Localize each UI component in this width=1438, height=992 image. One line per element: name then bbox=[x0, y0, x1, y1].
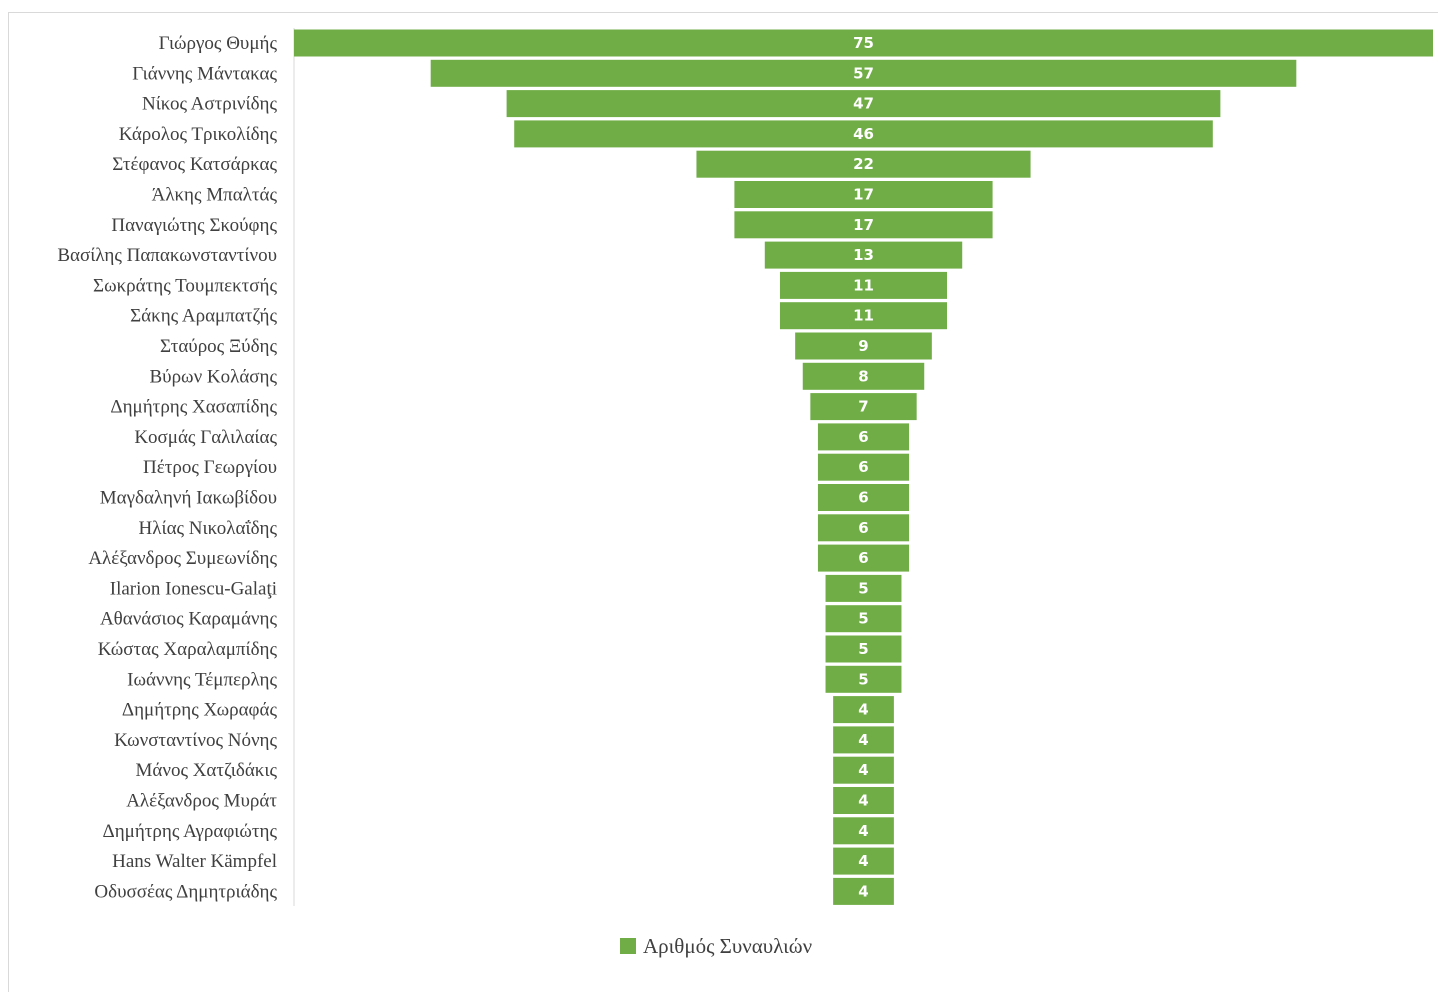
bar bbox=[506, 90, 1221, 118]
bar-value-label: 4 bbox=[858, 852, 868, 870]
legend-label: Αριθμός Συναυλιών bbox=[643, 934, 812, 958]
bar-value-label: 4 bbox=[858, 792, 868, 810]
category-label: Κοσμάς Γαλιλαίας bbox=[134, 427, 277, 448]
category-label: Γιάννης Μάντακας bbox=[132, 63, 277, 84]
category-label: Ilarion Ionescu-Galaţi bbox=[110, 578, 277, 599]
bar bbox=[430, 59, 1297, 87]
bar-value-label: 6 bbox=[858, 458, 868, 476]
category-label: Μαγδαληνή Ιακωβίδου bbox=[100, 488, 277, 509]
bar-value-label: 6 bbox=[858, 489, 868, 507]
bar-value-label: 6 bbox=[858, 428, 868, 446]
category-label: Δημήτρης Χωραφάς bbox=[122, 700, 278, 721]
category-label: Hans Walter Kämpfel bbox=[112, 851, 277, 872]
legend-swatch bbox=[620, 938, 636, 954]
bar bbox=[514, 120, 1213, 148]
bar-value-label: 46 bbox=[853, 125, 874, 143]
category-label: Κάρολος Τρικολίδης bbox=[119, 124, 278, 145]
category-label: Βύρων Κολάσης bbox=[150, 366, 278, 387]
bar bbox=[817, 514, 910, 542]
bar-value-label: 75 bbox=[853, 34, 874, 52]
chart-frame bbox=[8, 12, 1438, 992]
bar-value-label: 5 bbox=[858, 670, 868, 688]
bar bbox=[833, 877, 894, 905]
bar bbox=[779, 302, 948, 330]
bar bbox=[764, 241, 963, 269]
category-label: Ιωάννης Τέμπερλης bbox=[127, 669, 277, 690]
category-label: Άλκης Μπαλτάς bbox=[152, 185, 278, 206]
bar bbox=[833, 696, 894, 724]
category-label: Αλέξανδρος Μυράτ bbox=[126, 791, 277, 812]
bar-value-label: 4 bbox=[858, 701, 868, 719]
bar bbox=[825, 635, 902, 663]
category-label: Αθανάσιος Καραμάνης bbox=[100, 609, 278, 630]
bar bbox=[817, 544, 910, 572]
category-label: Παναγιώτης Σκούφης bbox=[111, 215, 277, 236]
bar bbox=[734, 181, 993, 208]
bar-value-label: 4 bbox=[858, 822, 868, 840]
bar bbox=[833, 756, 894, 784]
category-labels-group: Γιώργος Θυμής Γιάννης Μάντακας Νίκος Αστρι… bbox=[57, 33, 277, 902]
category-label: Σωκράτης Τουμπεκτσής bbox=[93, 275, 277, 296]
bar-value-label: 17 bbox=[853, 186, 874, 204]
category-label: Ηλίας Νικολαΐδης bbox=[139, 518, 278, 539]
bar bbox=[825, 605, 902, 633]
bar-value-label: 13 bbox=[853, 246, 874, 264]
category-label: Μάνος Χατζιδάκις bbox=[136, 760, 278, 781]
category-label: Σταύρος Ξύδης bbox=[160, 336, 277, 357]
category-label: Κώστας Χαραλαμπίδης bbox=[98, 639, 278, 660]
bar bbox=[833, 817, 894, 845]
bar bbox=[825, 574, 902, 602]
bar bbox=[810, 393, 917, 421]
category-label: Γιώργος Θυμής bbox=[159, 33, 278, 54]
bar-value-label: 47 bbox=[853, 95, 874, 113]
bar bbox=[833, 787, 894, 814]
bar bbox=[294, 29, 1433, 57]
bar bbox=[817, 423, 910, 451]
bar-value-label: 57 bbox=[853, 64, 874, 82]
category-label: Οδυσσέας Δημητριάδης bbox=[94, 881, 277, 902]
bar-value-label: 8 bbox=[858, 367, 868, 385]
category-label: Δημήτρης Αγραφιώτης bbox=[103, 821, 278, 842]
bar-value-label: 6 bbox=[858, 549, 868, 567]
legend: Αριθμός Συναυλιών bbox=[620, 934, 812, 958]
category-label: Βασίλης Παπακωνσταντίνου bbox=[57, 245, 277, 266]
bar bbox=[795, 332, 932, 360]
bar bbox=[734, 211, 993, 239]
bar-value-label: 11 bbox=[853, 276, 874, 294]
category-label: Αλέξανδρος Συμεωνίδης bbox=[88, 548, 277, 569]
bar-value-label: 7 bbox=[858, 398, 868, 416]
category-label: Στέφανος Κατσάρκας bbox=[112, 154, 277, 175]
bar bbox=[825, 665, 902, 693]
category-label: Νίκος Αστρινίδης bbox=[142, 94, 277, 115]
bar-value-label: 11 bbox=[853, 307, 874, 325]
category-label: Κωνσταντίνος Νόνης bbox=[114, 730, 277, 751]
bar bbox=[817, 484, 910, 511]
bar-value-label: 4 bbox=[858, 882, 868, 900]
bar-value-label: 5 bbox=[858, 610, 868, 628]
category-label: Πέτρος Γεωργίου bbox=[143, 457, 277, 478]
category-label: Δημήτρης Χασαπίδης bbox=[110, 397, 277, 418]
category-label: Σάκης Αραμπατζής bbox=[130, 306, 277, 327]
bar-value-label: 17 bbox=[853, 216, 874, 234]
bar-value-label: 6 bbox=[858, 519, 868, 537]
bar bbox=[817, 453, 910, 481]
bar-value-label: 22 bbox=[853, 155, 874, 173]
bar-value-label: 4 bbox=[858, 731, 868, 749]
bar-value-label: 4 bbox=[858, 761, 868, 779]
bar-value-label: 9 bbox=[858, 337, 868, 355]
bar bbox=[833, 726, 894, 754]
bar bbox=[833, 847, 894, 875]
bar bbox=[779, 271, 948, 299]
bar-value-label: 5 bbox=[858, 640, 868, 658]
bars-group: 75 57 47 46 22 17 17 13 11 11 9 8 7 6 6 6 6 6 5 5 5 5 4 4 4 4 4 4 4 bbox=[294, 29, 1433, 905]
bar-value-label: 5 bbox=[858, 579, 868, 597]
bar bbox=[802, 362, 925, 390]
bar bbox=[696, 150, 1031, 178]
